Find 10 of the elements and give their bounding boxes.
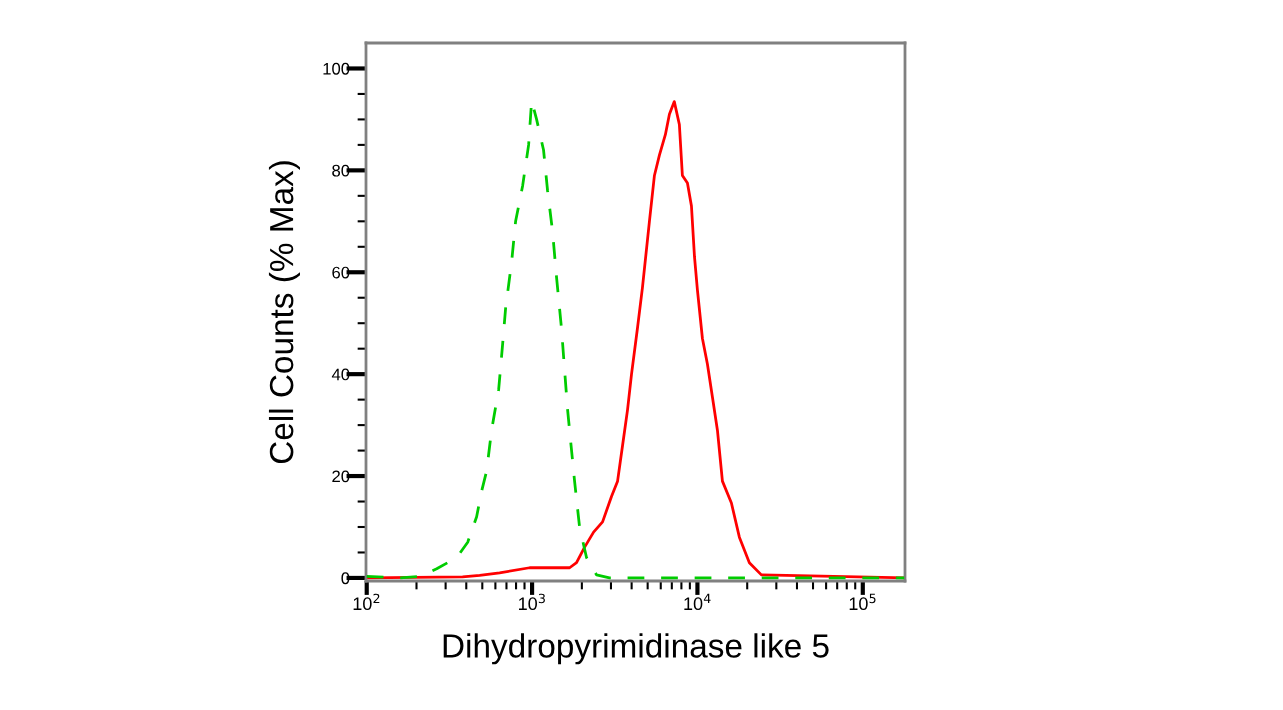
y-tick-label: 80 xyxy=(332,164,350,177)
x-tick-label: 10$^{3}$ xyxy=(519,593,545,611)
y-tick-label: 100 xyxy=(323,62,350,75)
y-tick-label: 60 xyxy=(332,266,350,279)
y-axis-title: Cell Counts (% Max) xyxy=(268,161,300,464)
x-tick-label: 10$^{2}$ xyxy=(353,593,380,611)
x-axis-title: Dihydropyrimidinase like 5 xyxy=(443,633,829,665)
y-tick-label: 40 xyxy=(331,368,350,381)
x-tick-label: 10$^{5}$ xyxy=(849,593,876,611)
x-tick-label: 10$^{4}$ xyxy=(684,593,711,611)
